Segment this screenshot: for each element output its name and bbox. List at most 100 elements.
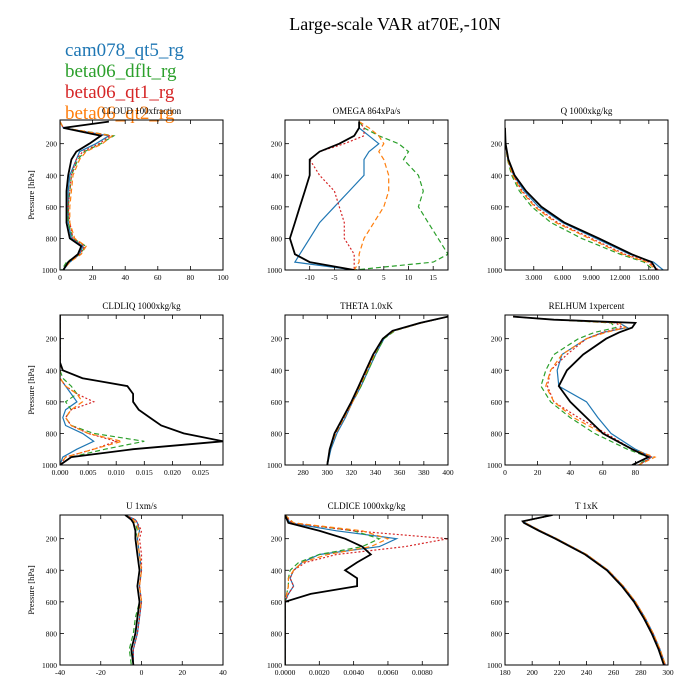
series-line-beta06_qt1_rg bbox=[60, 121, 113, 270]
panel-8: CLDICE 1000xkg/kg 0.0000 0.0020 0.0040 0.006… bbox=[267, 501, 449, 677]
y-tick-label: 600 bbox=[271, 598, 283, 607]
x-tick-label: 0.0080 bbox=[412, 668, 433, 677]
y-tick-label: 1000 bbox=[267, 461, 282, 470]
x-tick-label: 15.000 bbox=[639, 273, 660, 282]
series-group bbox=[285, 515, 448, 665]
series-line-beta06_qt1_rg bbox=[513, 316, 654, 465]
series-line-beta06_qt2_rg bbox=[60, 315, 122, 465]
y-tick-label: 600 bbox=[491, 398, 503, 407]
series-line-cam078_qt5_rg bbox=[60, 315, 95, 465]
series-group bbox=[60, 120, 116, 270]
series-line-reference bbox=[288, 121, 361, 270]
series-group bbox=[124, 515, 143, 665]
y-tick-label: 200 bbox=[491, 535, 503, 544]
plot-frame bbox=[59, 119, 224, 271]
legend: cam078_qt5_rg beta06_dflt_rg beta06_qt1_… bbox=[65, 40, 184, 124]
legend-entry-1: cam078_qt5_rg bbox=[65, 40, 184, 61]
x-tick-label: 100 bbox=[217, 273, 229, 282]
series-group bbox=[60, 315, 223, 465]
plot-frame bbox=[59, 314, 224, 466]
y-tick-label: 800 bbox=[491, 429, 503, 438]
series-line-beta06_dflt_rg bbox=[522, 515, 666, 665]
plot-frame bbox=[284, 314, 449, 466]
y-tick-label: 800 bbox=[271, 234, 283, 243]
series-line-beta06_qt1_rg bbox=[326, 316, 448, 465]
panel-4: CLDLIQ 1000xkg/kg Pressure [hPa] 0.000 0.00… bbox=[26, 301, 224, 477]
y-axis-label: Pressure [hPa] bbox=[26, 170, 36, 220]
series-group bbox=[521, 515, 666, 665]
y-tick-label: 200 bbox=[271, 535, 283, 544]
x-tick-label: -20 bbox=[96, 668, 106, 677]
x-tick-label: 400 bbox=[442, 468, 454, 477]
x-tick-label: 280 bbox=[635, 668, 647, 677]
x-tick-label: 300 bbox=[322, 468, 334, 477]
y-tick-label: 800 bbox=[271, 429, 283, 438]
x-tick-label: 10 bbox=[405, 273, 413, 282]
y-tick-label: 1000 bbox=[42, 266, 57, 275]
x-tick-label: 60 bbox=[154, 273, 162, 282]
series-line-beta06_qt2_rg bbox=[513, 316, 657, 465]
x-tick-label: -5 bbox=[331, 273, 337, 282]
x-tick-label: 360 bbox=[394, 468, 406, 477]
x-tick-label: 180 bbox=[499, 668, 511, 677]
y-tick-label: 1000 bbox=[42, 661, 57, 670]
x-tick-label: 0.0040 bbox=[343, 668, 364, 677]
x-tick-label: 0.010 bbox=[108, 468, 125, 477]
series-line-cam078_qt5_rg bbox=[326, 316, 448, 465]
panel-title: U 1xm/s bbox=[126, 501, 157, 511]
series-group bbox=[326, 315, 448, 465]
y-tick-label: 200 bbox=[46, 140, 58, 149]
x-tick-label: 20 bbox=[179, 668, 187, 677]
x-tick-label: 200 bbox=[527, 668, 539, 677]
y-tick-label: 400 bbox=[46, 171, 58, 180]
legend-entry-4: beta06_qt2_rg bbox=[65, 103, 175, 124]
series-line-beta06_dflt_rg bbox=[354, 121, 448, 270]
series-line-beta06_dflt_rg bbox=[124, 515, 141, 665]
series-group bbox=[505, 127, 664, 270]
panel-title: OMEGA 864xPa/s bbox=[333, 106, 401, 116]
series-line-beta06_qt1_rg bbox=[308, 121, 365, 270]
series-group bbox=[513, 315, 657, 465]
series-line-reference bbox=[513, 315, 651, 465]
series-line-beta06_qt2_rg bbox=[353, 121, 390, 270]
y-tick-label: 800 bbox=[46, 234, 58, 243]
y-tick-label: 1000 bbox=[42, 461, 57, 470]
panel-title: CLOUD 100xfraction bbox=[102, 106, 182, 116]
x-tick-label: 0.0060 bbox=[378, 668, 399, 677]
x-tick-label: 220 bbox=[554, 668, 566, 677]
x-tick-label: 260 bbox=[608, 668, 620, 677]
y-tick-label: 1000 bbox=[487, 461, 502, 470]
y-tick-label: 800 bbox=[271, 629, 283, 638]
series-line-beta06_dflt_rg bbox=[60, 315, 145, 465]
y-tick-label: 1000 bbox=[487, 661, 502, 670]
y-tick-label: 400 bbox=[271, 566, 283, 575]
y-axis-label: Pressure [hPa] bbox=[26, 365, 36, 415]
y-tick-label: 200 bbox=[46, 535, 58, 544]
panel-title: CLDLIQ 1000xkg/kg bbox=[102, 301, 181, 311]
panel-1: CLOUD 100xfraction Pressure [hPa] 0 20 40 60 8… bbox=[26, 106, 229, 282]
y-tick-label: 1000 bbox=[267, 266, 282, 275]
series-line-reference bbox=[326, 315, 448, 465]
x-tick-label: 340 bbox=[370, 468, 382, 477]
x-tick-label: 60 bbox=[599, 468, 607, 477]
x-tick-label: 15 bbox=[429, 273, 437, 282]
y-tick-label: 600 bbox=[46, 203, 58, 212]
y-tick-label: 600 bbox=[271, 398, 283, 407]
y-tick-label: 200 bbox=[46, 335, 58, 344]
panel-2: OMEGA 864xPa/s -10 -5 0 5 10 15 200 400 600 800 100… bbox=[267, 106, 449, 282]
series-line-cam078_qt5_rg bbox=[513, 316, 653, 465]
y-tick-label: 600 bbox=[46, 598, 58, 607]
y-tick-label: 200 bbox=[271, 335, 283, 344]
y-tick-label: 400 bbox=[491, 366, 503, 375]
panel-9: T 1xK 180 200 220 240 260 280 300 200 400 600 800 10… bbox=[487, 501, 674, 677]
series-line-beta06_qt1_rg bbox=[124, 515, 143, 665]
x-tick-label: 9.000 bbox=[583, 273, 600, 282]
y-tick-label: 600 bbox=[491, 598, 503, 607]
legend-entry-3: beta06_qt1_rg bbox=[65, 82, 175, 103]
series-line-beta06_dflt_rg bbox=[513, 316, 650, 465]
x-tick-label: 0 bbox=[140, 668, 144, 677]
plot-frame bbox=[59, 514, 224, 666]
panel-title: Q 1000xkg/kg bbox=[561, 106, 613, 116]
plot-frame bbox=[504, 514, 669, 666]
